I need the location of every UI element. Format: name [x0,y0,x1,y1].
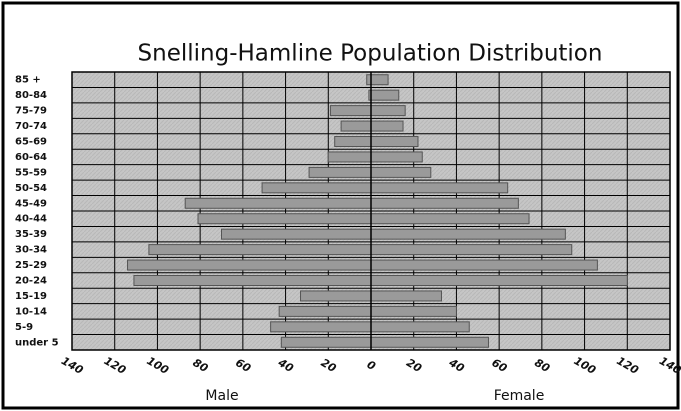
bar [127,259,372,271]
y-tick-label: 10-14 [15,306,47,317]
y-tick-label: 50-54 [15,183,47,194]
bar [370,182,509,194]
bar [370,89,400,101]
y-tick-label: 25-29 [15,260,47,271]
bar [370,305,457,317]
bar [370,136,419,147]
bar [197,213,372,225]
y-tick-label: under 5 [15,337,59,348]
bar [370,290,442,302]
y-tick-label: 55-59 [15,167,47,178]
bar [370,105,406,117]
y-tick-label: 15-19 [15,291,47,302]
bar [148,244,372,256]
y-tick-label: 75-79 [15,106,47,117]
legend-male: Male [205,388,238,404]
y-tick-label: 35-39 [15,229,47,240]
bar [261,182,372,194]
y-tick-label: 40-44 [15,214,47,225]
bar [133,275,372,286]
bar [370,259,598,271]
bar [270,321,372,333]
bar [370,120,404,132]
bar [370,275,628,286]
y-tick-label: 65-69 [15,137,47,148]
bar [184,197,372,209]
y-tick-label: 60-64 [15,152,47,163]
bar [370,197,519,209]
y-tick-label: 70-74 [15,121,47,132]
y-tick-label: 80-84 [15,90,47,101]
bar [370,151,423,163]
bar [300,290,372,302]
y-tick-label: 20-24 [15,276,47,287]
chart-title: Snelling-Hamline Population Distribution [138,41,603,67]
bar [370,166,432,178]
bar [327,151,372,163]
bar [278,305,372,317]
bar [329,105,372,117]
bar [340,120,372,132]
y-tick-label: 30-34 [15,245,47,256]
legend-female: Female [494,388,545,404]
bar [370,228,566,240]
bar [370,336,489,348]
y-tick-label: 5-9 [15,322,33,333]
bar [308,166,372,178]
bar [370,244,573,256]
bar [370,321,470,333]
y-tick-label: 45-49 [15,198,47,209]
bar [334,136,372,147]
bar [221,228,372,240]
bar [280,336,372,348]
y-tick-label: 85 + [15,75,41,86]
bar [370,213,530,225]
bar [370,74,389,86]
